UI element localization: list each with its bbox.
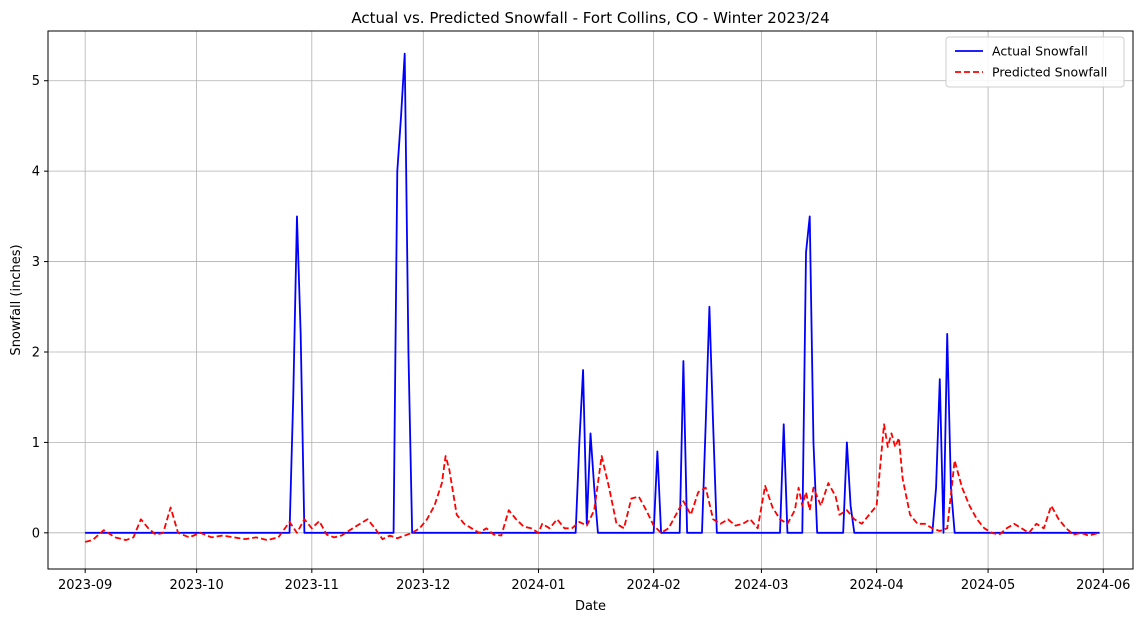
x-tick-label: 2024-06 bbox=[1076, 578, 1130, 593]
legend-label-actual: Actual Snowfall bbox=[992, 44, 1088, 59]
predicted-snowfall-line bbox=[84, 423, 1100, 543]
x-tick-label: 2024-04 bbox=[849, 578, 903, 593]
y-tick-label: 1 bbox=[32, 436, 40, 451]
legend: Actual Snowfall Predicted Snowfall bbox=[945, 36, 1125, 88]
x-tick-label: 2023-12 bbox=[396, 578, 450, 593]
y-tick-label: 4 bbox=[32, 165, 40, 180]
legend-label-predicted: Predicted Snowfall bbox=[992, 65, 1107, 80]
y-axis-label: Snowfall (inches) bbox=[9, 244, 24, 355]
y-tick-label: 5 bbox=[32, 74, 40, 89]
plot-frame bbox=[47, 30, 1134, 570]
y-tick-label: 3 bbox=[32, 255, 40, 270]
x-tick-label: 2024-03 bbox=[734, 578, 788, 593]
legend-box bbox=[945, 36, 1125, 88]
series-lines bbox=[84, 52, 1100, 543]
x-tick-label: 2024-01 bbox=[511, 578, 565, 593]
x-tick-label: 2024-05 bbox=[961, 578, 1015, 593]
y-tick-label: 0 bbox=[32, 526, 40, 541]
chart-title: Actual vs. Predicted Snowfall - Fort Col… bbox=[351, 9, 829, 27]
x-tick-label: 2024-02 bbox=[627, 578, 681, 593]
actual-snowfall-line bbox=[85, 52, 1100, 534]
x-tick-label: 2023-09 bbox=[58, 578, 112, 593]
x-tick-label: 2023-10 bbox=[169, 578, 223, 593]
axis-ticks: 2023-09 2023-10 2023-11 2023-12 2024-01 2024-… bbox=[32, 74, 1131, 593]
y-tick-label: 2 bbox=[32, 345, 40, 360]
x-axis-label: Date bbox=[575, 599, 606, 614]
x-tick-label: 2023-11 bbox=[285, 578, 339, 593]
